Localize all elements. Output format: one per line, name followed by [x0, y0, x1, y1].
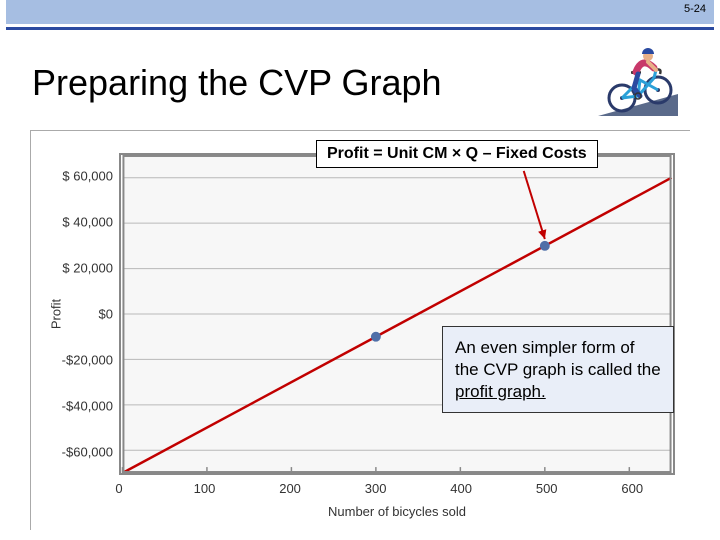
- y-tick-label: -$20,000: [62, 353, 113, 368]
- y-tick-label: $0: [99, 307, 113, 322]
- slide: 5-24 Preparing the CVP Graph: [0, 0, 720, 540]
- x-tick-label: 100: [194, 481, 216, 496]
- y-axis-label: Profit: [49, 299, 64, 329]
- x-tick-label: 200: [279, 481, 301, 496]
- x-axis-label: Number of bicycles sold: [328, 504, 466, 519]
- y-tick-label: -$60,000: [62, 445, 113, 460]
- y-tick-label: $ 40,000: [62, 215, 113, 230]
- y-tick-label: -$40,000: [62, 399, 113, 414]
- formula-box: Profit = Unit CM × Q – Fixed Costs: [316, 140, 598, 168]
- info-box: An even simpler form of the CVP graph is…: [442, 326, 674, 413]
- topbar: [6, 0, 714, 24]
- info-text-underlined: profit graph.: [455, 382, 546, 401]
- y-tick-label: $ 20,000: [62, 261, 113, 276]
- x-tick-label: 500: [536, 481, 558, 496]
- info-text-pre: An even simpler form of the CVP graph is…: [455, 338, 661, 379]
- chart-plot-area: Profit Number of bicycles sold $ 60,000$…: [119, 153, 675, 475]
- y-tick-label: $ 60,000: [62, 169, 113, 184]
- slide-title: Preparing the CVP Graph: [32, 62, 442, 104]
- cyclist-clipart: [598, 44, 678, 116]
- x-tick-label: 300: [365, 481, 387, 496]
- x-tick-label: 600: [621, 481, 643, 496]
- x-tick-label: 0: [115, 481, 122, 496]
- topbar-underline: [6, 27, 714, 30]
- page-number: 5-24: [684, 3, 706, 15]
- chart-svg: [119, 153, 675, 475]
- x-tick-label: 400: [450, 481, 472, 496]
